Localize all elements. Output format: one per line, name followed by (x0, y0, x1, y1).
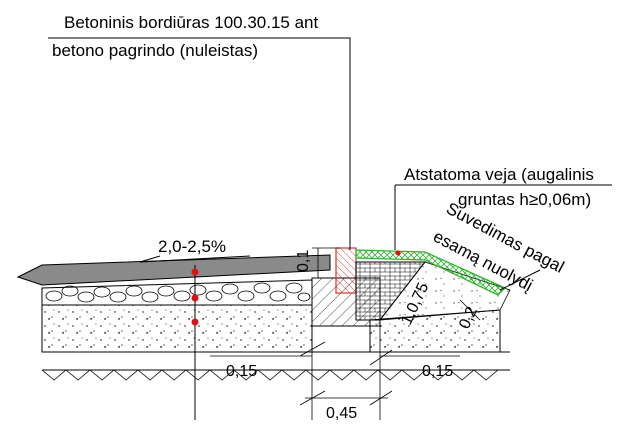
lawn-strip (355, 249, 507, 296)
gravel-layer (41, 279, 313, 306)
dimension-lines (210, 247, 481, 420)
measurement-axis (191, 250, 401, 420)
marker-point (191, 294, 199, 302)
marker-point (191, 268, 199, 276)
leader-lines (48, 37, 612, 250)
marker-point (395, 250, 401, 256)
curb-stone (335, 247, 357, 294)
asphalt-layer (16, 254, 331, 286)
slope-indicator (139, 255, 251, 263)
lawn-label-line2: gruntas h≥0,06m) (458, 190, 591, 209)
existing-slope-line (499, 269, 541, 291)
dim-width-left: 0,15 (226, 363, 257, 380)
marker-point (191, 318, 199, 326)
dim-curb-height: 0,1 (295, 250, 312, 272)
concrete-base-layer (41, 304, 313, 353)
dim-width-right: 0,15 (422, 363, 453, 380)
lawn-label-line1: Atstatoma veja (augalinis (404, 165, 594, 184)
dim-total-width: 0,45 (326, 405, 357, 422)
curb-label-line2: betono pagrindo (nuleistas) (52, 41, 258, 60)
soil-layer (41, 351, 510, 381)
slope-label: 2,0-2,5% (158, 237, 226, 256)
curb-label-line1: Betoninis bordiūras 100.30.15 ant (64, 13, 319, 32)
